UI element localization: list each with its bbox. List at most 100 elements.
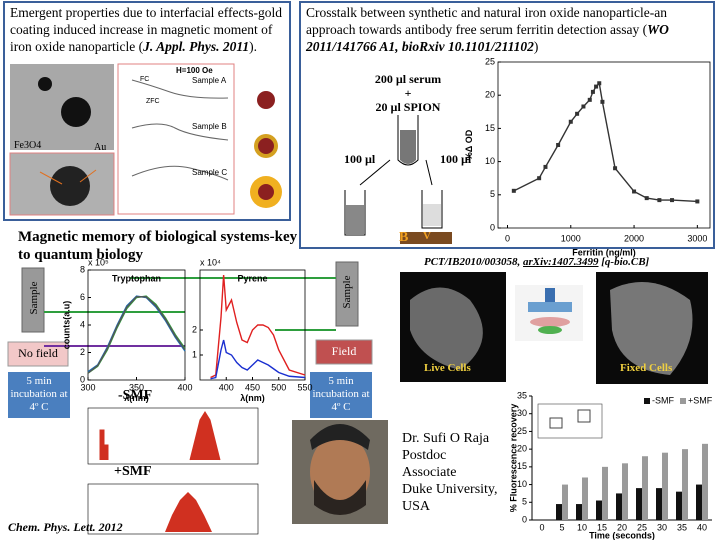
label: Sample A	[192, 76, 227, 85]
y-tick-label: 25	[485, 56, 495, 66]
marker	[581, 104, 586, 109]
text: Associate	[402, 465, 457, 480]
label: 100 µl	[344, 152, 376, 166]
schematic	[538, 326, 562, 334]
y-tick-label: 6	[80, 292, 85, 302]
label: 200 µl serum	[374, 72, 442, 86]
plot-frame	[497, 61, 711, 229]
label: H=100 Oe	[176, 66, 213, 75]
marker	[695, 199, 700, 204]
y-axis-label: % Fluorescence recovery	[508, 404, 518, 513]
series-line	[87, 295, 186, 374]
x-tick-label: 3000	[687, 233, 707, 243]
series-line	[87, 295, 186, 373]
label: Au	[94, 142, 107, 153]
sample-box	[21, 267, 45, 333]
label: Fe3O4	[14, 140, 42, 151]
y-tick-label: 25	[517, 426, 527, 436]
particle	[61, 97, 91, 127]
label: Sample	[28, 281, 40, 315]
description: Emergent properties due to interfacial e…	[10, 5, 283, 54]
marker	[600, 99, 605, 104]
x-tick-label: 35	[677, 522, 687, 532]
x-tick-label: 550	[297, 382, 312, 392]
x-axis-label: λ(nm)	[124, 393, 149, 403]
bar	[702, 443, 708, 520]
curve	[131, 123, 229, 141]
x-tick-label: 10	[577, 522, 587, 532]
series-line	[210, 339, 306, 380]
arrow	[359, 159, 391, 186]
text: Postdoc	[402, 448, 447, 463]
label: 100 µl	[440, 152, 472, 166]
y-tick-label: 5	[490, 189, 495, 199]
legend-swatch	[644, 398, 650, 404]
x-tick-label: 2000	[624, 233, 644, 243]
citation: J. Appl. Phys. 2011	[143, 39, 250, 54]
description: Crosstalk between synthetic and natural …	[306, 5, 668, 37]
x-axis-label: Ferritin (ng/ml)	[572, 248, 636, 258]
label: B	[399, 230, 409, 245]
bar	[676, 491, 682, 520]
marker	[537, 176, 542, 181]
y-tick-label: 35	[517, 390, 527, 400]
punctuation: ).	[249, 39, 257, 54]
panel-frame	[299, 1, 715, 249]
particle-icon	[258, 184, 274, 200]
bar	[596, 500, 602, 520]
y-tick-label: 5	[522, 497, 527, 507]
histogram	[165, 492, 212, 532]
x-tick-label: 0	[539, 522, 544, 532]
arrow	[425, 159, 433, 186]
histogram	[99, 411, 221, 461]
x-tick-label: 300	[80, 382, 95, 392]
citation: Chem. Phys. Lett. 2012	[8, 520, 123, 534]
bar	[642, 456, 648, 520]
person-info: Dr. Sufi O Raja Postdoc Associate Duke U…	[402, 430, 498, 515]
y-tick-label: 2	[80, 347, 85, 357]
series-line	[513, 81, 698, 203]
box-plot	[549, 417, 563, 429]
multiplier: x 10⁴	[200, 257, 221, 267]
bar	[662, 452, 668, 520]
x-tick-label: 15	[597, 522, 607, 532]
inset	[537, 403, 603, 439]
label: Live Cells	[424, 362, 471, 374]
marker	[670, 198, 675, 203]
bar	[576, 504, 582, 520]
label: Fixed Cells	[620, 362, 673, 374]
label: 20 µl SPION	[375, 100, 441, 114]
marker	[556, 143, 561, 147]
schematic	[528, 302, 572, 312]
sample-box	[335, 261, 359, 327]
label: Sample B	[192, 122, 227, 131]
marker	[511, 188, 516, 193]
magnetization-panel	[117, 63, 235, 215]
marker	[613, 166, 618, 171]
x-tick-label: 400	[219, 382, 234, 392]
panel-text: Crosstalk between synthetic and natural …	[306, 4, 711, 55]
particle-icon	[258, 138, 274, 154]
label: V	[423, 230, 431, 242]
marker	[568, 119, 573, 124]
bar	[556, 504, 562, 520]
pointer	[39, 171, 63, 185]
x-tick-label: 1000	[561, 233, 581, 243]
incubation-box	[310, 372, 372, 418]
y-tick-label: 2	[192, 324, 197, 334]
magnet	[400, 232, 452, 244]
text: PCT/IB2010/003058,	[424, 256, 524, 268]
label: +SMF	[114, 464, 152, 479]
field-box	[315, 339, 373, 365]
link: arXiv:1407.3499	[523, 256, 599, 268]
label: No field	[18, 346, 58, 360]
label: Field	[331, 344, 357, 358]
series-line	[210, 274, 306, 379]
legend-label: +SMF	[688, 395, 713, 405]
schematic	[530, 317, 570, 327]
histogram-frame	[87, 483, 259, 535]
marker	[575, 111, 580, 116]
y-tick-label: 0	[80, 374, 85, 384]
